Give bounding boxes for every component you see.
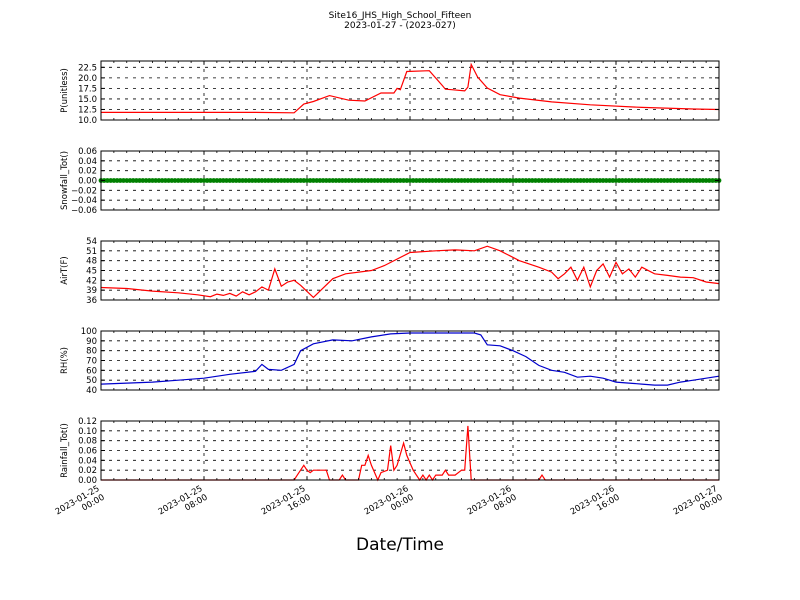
y-tick-label: 0.02: [78, 466, 97, 476]
data-point: [533, 178, 538, 183]
y-axis-label: Snowfall_Tot(): [60, 151, 70, 210]
y-tick-label: 0.00: [78, 177, 97, 187]
series-line-3: [100, 245, 720, 299]
y-tick-label: 40: [86, 386, 97, 396]
x-axis-title: Date/Time: [356, 535, 444, 555]
series-line-5: [101, 425, 719, 482]
data-point: [311, 178, 316, 183]
data-point: [500, 178, 506, 183]
data-point: [259, 178, 265, 183]
data-point: [327, 178, 332, 183]
y-tick-label: 50: [86, 376, 97, 386]
data-point: [208, 178, 213, 183]
y-tick-label: −0.02: [71, 186, 97, 196]
data-point: [449, 178, 455, 183]
y-tick-label: −0.04: [71, 196, 97, 206]
y-tick-label: 39: [86, 286, 97, 296]
data-point: [105, 178, 110, 183]
series-line-4: [100, 332, 720, 386]
data-point: [706, 178, 712, 183]
data-point: [397, 178, 403, 183]
data-point: [603, 178, 609, 183]
y-tick-label: 12.5: [78, 105, 97, 115]
data-point: [568, 178, 574, 183]
data-point: [156, 178, 162, 183]
data-point: [687, 178, 693, 183]
data-point: [172, 178, 178, 183]
y-axis-label: P(unitless): [60, 68, 70, 113]
data-point: [294, 178, 300, 183]
data-point: [275, 178, 281, 183]
y-tick-label: 70: [86, 357, 97, 367]
data-point: [465, 178, 471, 183]
y-tick-label: 42: [86, 276, 97, 286]
y-tick-label: 20.0: [78, 74, 97, 84]
y-tick-label: 10.0: [78, 116, 97, 126]
data-point: [481, 178, 487, 183]
series-line-1: [101, 62, 720, 114]
y-tick-label: 0.12: [78, 417, 97, 427]
y-tick-label: 17.5: [78, 84, 97, 94]
y-tick-label: 0.08: [78, 437, 97, 447]
chart-subtitle: 2023-01-27 - (2023-027): [344, 21, 456, 31]
data-point: [655, 178, 661, 183]
data-point: [191, 178, 197, 183]
y-axis-label: RH(%): [60, 347, 70, 374]
y-tick-label: 36: [86, 296, 97, 306]
data-point: [517, 178, 522, 183]
y-tick-label: 22.5: [78, 63, 97, 73]
y-tick-label: 0.04: [78, 456, 97, 466]
data-point: [671, 178, 677, 183]
y-tick-label: 48: [86, 257, 97, 267]
y-tick-label: 90: [86, 337, 97, 347]
y-tick-label: 51: [86, 247, 97, 257]
y-tick-label: 54: [86, 237, 97, 247]
y-tick-label: 0.00: [78, 476, 97, 486]
data-point: [121, 178, 126, 183]
data-point: [414, 178, 419, 183]
data-point: [346, 178, 352, 183]
y-tick-label: 15.0: [78, 95, 97, 105]
y-tick-label: 60: [86, 366, 97, 376]
y-tick-label: 0.10: [78, 427, 97, 437]
data-point: [243, 178, 249, 183]
data-point: [430, 178, 435, 183]
data-point: [378, 178, 384, 183]
data-point: [224, 178, 229, 183]
data-point: [636, 178, 641, 183]
y-tick-label: 0.04: [78, 157, 97, 167]
data-point: [552, 178, 558, 183]
data-point: [620, 178, 625, 183]
y-tick-label: 100: [81, 327, 97, 337]
y-tick-label: 0.02: [78, 167, 97, 177]
data-point: [362, 178, 368, 183]
y-tick-label: 0.06: [78, 447, 97, 457]
y-tick-label: −0.06: [71, 206, 97, 216]
data-point: [584, 178, 590, 183]
y-axis-label: Rainfall_Tot(): [60, 423, 70, 478]
y-tick-label: 45: [86, 267, 97, 277]
y-tick-label: 0.06: [78, 147, 97, 157]
chart-title: Site16_JHS_High_School_Fifteen: [328, 11, 472, 21]
data-point: [140, 178, 146, 183]
y-tick-label: 80: [86, 347, 97, 357]
y-axis-label: AirT(F): [60, 256, 70, 284]
